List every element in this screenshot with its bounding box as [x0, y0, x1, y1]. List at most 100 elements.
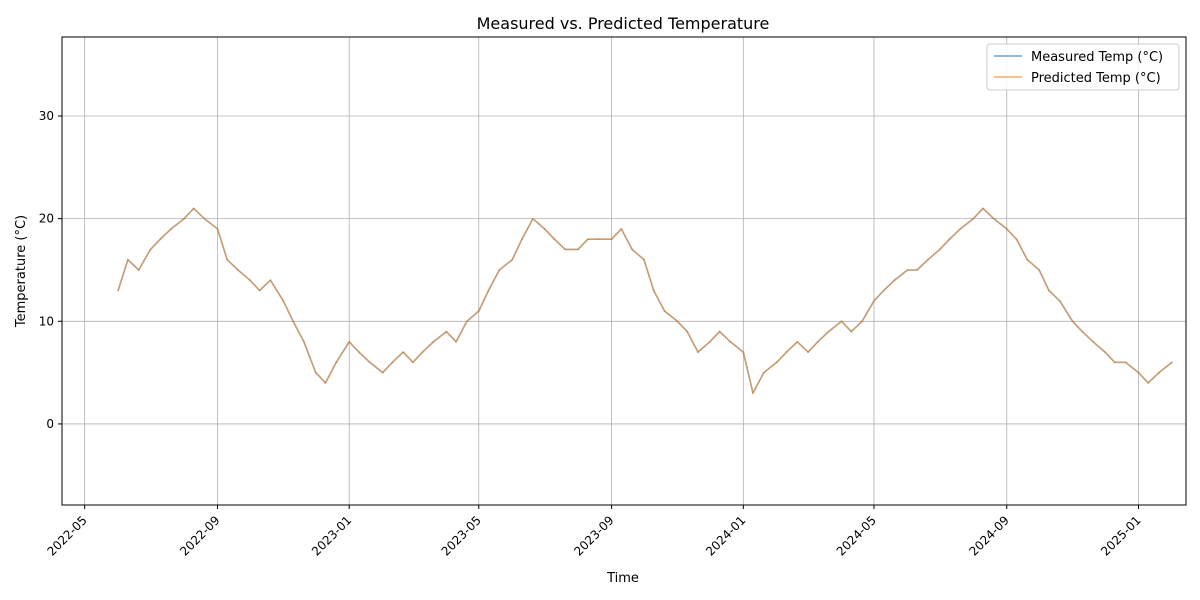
data-point: [631, 248, 633, 251]
data-point: [292, 320, 294, 323]
data-point: [237, 269, 239, 271]
data-point: [577, 248, 579, 251]
data-point: [1147, 382, 1149, 384]
data-point: [487, 289, 490, 292]
data-point: [643, 258, 645, 261]
y-tick-label: 30: [39, 109, 54, 123]
data-point: [807, 351, 809, 353]
data-point: [610, 238, 613, 240]
data-point: [620, 228, 623, 230]
data-point: [763, 371, 765, 374]
series-layer: [117, 207, 1173, 394]
legend-label-predicted: Predicted Temp (°C): [1031, 71, 1161, 86]
data-point: [358, 351, 360, 353]
data-point: [282, 300, 285, 302]
data-point: [861, 320, 863, 323]
data-point: [1038, 269, 1040, 271]
data-point: [587, 238, 589, 240]
x-axis-label: Time: [606, 571, 639, 586]
data-point: [729, 341, 732, 343]
data-point: [1058, 300, 1061, 302]
data-point: [1015, 238, 1018, 240]
data-point: [1171, 361, 1173, 364]
data-point: [314, 371, 317, 374]
legend-box: [986, 43, 1180, 91]
data-point: [117, 289, 119, 292]
data-point: [553, 238, 556, 240]
data-point: [1092, 341, 1094, 343]
data-point: [455, 341, 457, 343]
data-point: [1048, 289, 1050, 292]
y-tick-label: 20: [39, 212, 54, 226]
data-point: [752, 392, 754, 394]
data-point: [137, 269, 140, 271]
data-point: [478, 310, 480, 312]
data-point: [532, 217, 534, 220]
data-point: [982, 207, 984, 210]
data-point: [927, 258, 929, 261]
grid-lines: [62, 37, 1186, 505]
data-point: [1071, 320, 1074, 323]
data-point: [906, 269, 909, 271]
data-point: [192, 207, 195, 210]
data-point: [972, 217, 975, 220]
data-point: [402, 351, 405, 353]
y-tick-label: 10: [39, 314, 54, 328]
data-point: [1104, 351, 1106, 353]
data-point: [993, 217, 995, 220]
data-point: [652, 289, 655, 292]
data-point: [348, 341, 351, 343]
data-point: [226, 258, 228, 261]
data-point: [817, 341, 819, 343]
legend: Measured Temp (°C) Predicted Temp (°C): [986, 43, 1180, 91]
data-point: [445, 330, 448, 333]
data-point: [335, 361, 338, 364]
data-point: [959, 228, 962, 230]
data-point: [850, 330, 853, 333]
data-point: [149, 248, 152, 251]
data-point: [796, 341, 799, 343]
data-point: [216, 228, 219, 230]
data-point: [1113, 361, 1116, 364]
data-point: [1158, 371, 1160, 374]
data-point: [249, 279, 251, 282]
data-point: [1137, 371, 1140, 374]
data-point: [893, 279, 896, 282]
data-point: [303, 341, 305, 343]
data-point: [873, 300, 875, 302]
data-point: [466, 320, 468, 323]
data-point: [882, 289, 885, 292]
data-point: [785, 351, 788, 353]
data-point: [511, 258, 513, 261]
data-point: [742, 351, 745, 353]
data-point: [324, 382, 327, 384]
data-point: [127, 258, 129, 261]
chart-title: Measured vs. Predicted Temperature: [477, 14, 770, 33]
data-point: [564, 248, 566, 251]
data-point: [776, 361, 778, 364]
plot-frame: [61, 36, 1187, 506]
series-line-predicted: [117, 207, 1173, 394]
data-point: [412, 361, 414, 364]
data-point: [1124, 361, 1127, 364]
data-point: [381, 371, 384, 374]
data-point: [1006, 228, 1008, 230]
data-point: [521, 238, 523, 240]
data-point: [597, 238, 600, 240]
data-point: [840, 320, 843, 323]
data-point: [916, 269, 918, 271]
data-point: [1026, 258, 1029, 261]
data-point: [543, 228, 546, 230]
legend-label-measured: Measured Temp (°C): [1031, 50, 1163, 65]
data-point: [948, 238, 951, 240]
data-point: [421, 351, 424, 353]
y-axis-label: Temperature (°C): [14, 215, 29, 328]
data-point: [269, 279, 272, 282]
data-point: [498, 269, 501, 271]
data-point: [827, 330, 830, 333]
data-point: [718, 330, 721, 333]
data-point: [203, 217, 206, 220]
data-point: [939, 248, 941, 251]
